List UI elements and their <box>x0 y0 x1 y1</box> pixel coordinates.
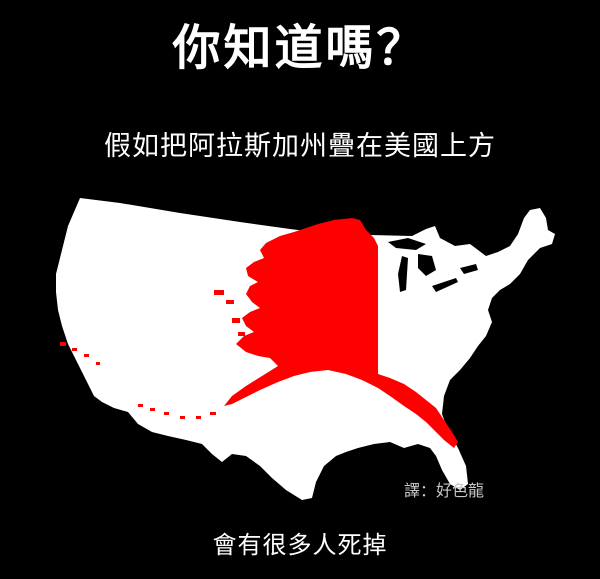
aleutian-island <box>138 404 143 407</box>
title: 你知道嗎？ <box>172 20 428 76</box>
lake-huron <box>418 254 436 276</box>
alaska-overlay-shape <box>224 218 458 448</box>
aleutian-island <box>232 318 240 323</box>
aleutian-island <box>96 362 100 365</box>
lake-michigan <box>398 256 408 292</box>
aleutian-island <box>214 290 224 295</box>
translator-credit: 譯：好色龍 <box>404 481 485 500</box>
map-illustration <box>40 186 560 516</box>
aleutian-island <box>72 348 77 351</box>
aleutian-island <box>180 416 185 419</box>
subtitle: 假如把阿拉斯加州疊在美國上方 <box>104 131 496 162</box>
aleutian-island <box>196 416 201 419</box>
lake-erie <box>432 278 458 292</box>
lake-superior <box>388 238 426 250</box>
aleutian-island <box>238 332 245 336</box>
aleutian-island <box>210 412 216 415</box>
caption: 會有很多人死掉 <box>212 531 388 559</box>
aleutian-island <box>150 408 155 411</box>
aleutian-island <box>164 412 169 415</box>
aleutian-island <box>84 354 89 357</box>
aleutian-island <box>226 300 234 304</box>
lake-ontario <box>460 264 478 274</box>
aleutian-island <box>60 342 66 346</box>
